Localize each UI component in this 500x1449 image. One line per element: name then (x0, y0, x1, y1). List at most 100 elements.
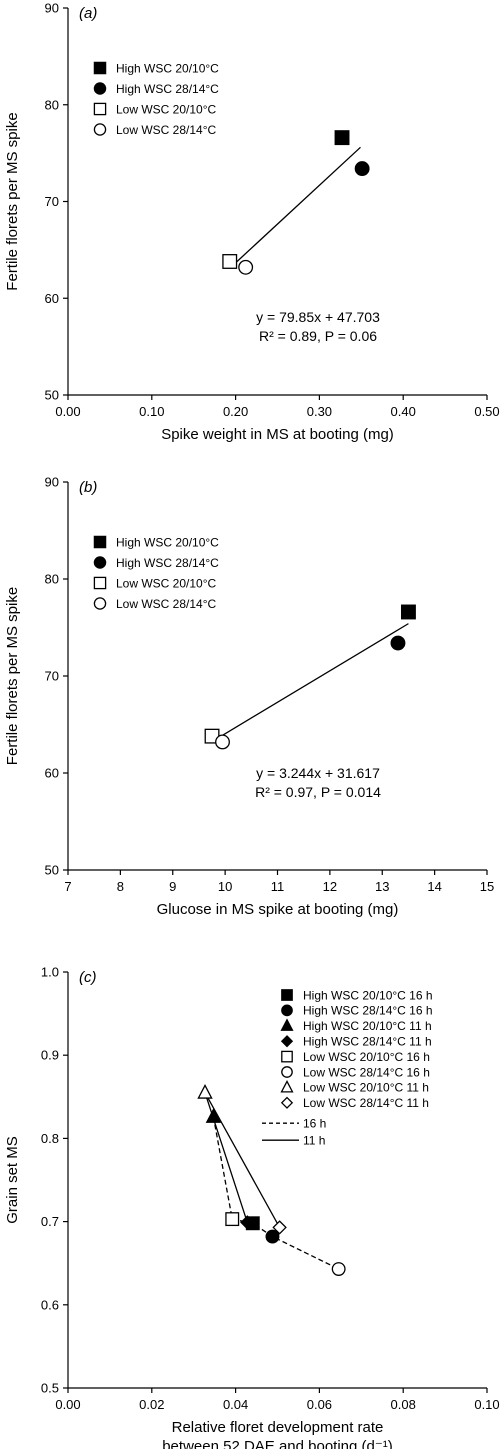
y-tick-label: 90 (45, 1, 59, 16)
chart-panel-c: 0.5 0.6 0.7 0.8 0.9 1.0 0.00 0.02 0.04 0.06 0.08 0.… (4, 965, 500, 1449)
chart-panel-a: 50 60 70 80 90 0.00 0.10 0.20 0.30 0.40 0.50 Fertil… (4, 1, 500, 444)
x-tick-label: 0.06 (307, 1397, 332, 1412)
legend-marker (93, 82, 107, 95)
data-point (400, 604, 416, 620)
series-line-11h (204, 1092, 281, 1228)
panel-label: (b) (79, 479, 97, 496)
x-tick-label: 7 (64, 879, 71, 894)
data-point (197, 1083, 213, 1099)
x-tick-label: 9 (169, 879, 176, 894)
x-tick-label: 0.20 (223, 404, 248, 419)
legend-line-label: 11 h (303, 1134, 325, 1148)
y-tick-label: 50 (45, 863, 59, 878)
data-point (334, 130, 350, 146)
legend-label: High WSC 20/10°C (116, 61, 219, 75)
legend-label: High WSC 28/14°C 11 h (303, 1035, 432, 1049)
x-axis-label: Spike weight in MS at booting (mg) (161, 426, 394, 443)
legend-marker (93, 576, 107, 590)
data-point (354, 161, 370, 177)
y-axis-label: Fertile florets per MS spike (4, 587, 21, 765)
chart-panel-b: 50 60 70 80 90 7 8 9 10 11 12 13 14 15 Fertile florets… (4, 475, 494, 919)
y-axis-label: Grain set MS (4, 1136, 21, 1224)
y-tick-label: 60 (45, 291, 59, 306)
data-point (222, 254, 238, 269)
y-tick-label: 80 (45, 97, 59, 112)
legend-marker (281, 1004, 293, 1017)
data-point (205, 1108, 222, 1123)
y-tick-label: 0.7 (41, 1214, 59, 1229)
x-tick-label: 12 (323, 879, 337, 894)
x-axis-label-line2: between 52 DAE and booting (d⁻¹) (162, 1438, 393, 1449)
legend-label: High WSC 20/10°C 16 h (303, 988, 433, 1002)
x-tick-label: 13 (375, 879, 389, 894)
legend-marker (280, 1096, 294, 1109)
legend-label: Low WSC 28/14°C (116, 597, 217, 611)
legend-marker (280, 1018, 294, 1031)
x-axis-label: Glucose in MS spike at booting (mg) (157, 901, 399, 918)
legend-label: Low WSC 28/14°C (116, 123, 217, 137)
equation-line-1: y = 3.244x + 31.617 (256, 765, 380, 781)
legend-line-label: 16 h (303, 1117, 326, 1131)
legend-label: Low WSC 20/10°C 16 h (303, 1050, 430, 1064)
legend-marker (280, 1080, 294, 1093)
x-tick-label: 0.00 (55, 404, 80, 419)
y-tick-label: 90 (45, 475, 59, 490)
legend-label: Low WSC 28/14°C 16 h (303, 1065, 430, 1079)
data-point (390, 635, 406, 651)
x-tick-label: 0.02 (139, 1397, 164, 1412)
y-tick-label: 80 (45, 572, 59, 587)
legend-label: Low WSC 20/10°C 11 h (303, 1081, 429, 1095)
data-point (331, 1262, 346, 1276)
data-point (265, 1229, 280, 1244)
y-tick-label: 0.6 (41, 1297, 59, 1312)
legend-marker (93, 535, 107, 549)
y-tick-label: 0.9 (41, 1048, 59, 1063)
legend-marker (280, 1035, 294, 1048)
legend-label: Low WSC 28/14°C 11 h (303, 1096, 429, 1110)
x-tick-label: 0.30 (307, 404, 332, 419)
data-point (225, 1212, 240, 1227)
equation-line-2: R² = 0.97, P = 0.014 (255, 784, 381, 800)
panel-label: (c) (79, 969, 97, 986)
x-tick-label: 15 (480, 879, 494, 894)
data-point (240, 1215, 255, 1230)
legend-marker (93, 102, 107, 116)
legend-marker (281, 1066, 293, 1078)
legend-marker (93, 597, 107, 610)
x-tick-label: 8 (117, 879, 124, 894)
x-tick-label: 10 (218, 879, 232, 894)
x-tick-label: 0.40 (391, 404, 416, 419)
legend: High WSC 20/10°C High WSC 28/14°C Low WSC … (93, 535, 219, 611)
legend-marker (281, 1050, 293, 1063)
panel-label: (a) (79, 5, 97, 22)
x-tick-label: 0.50 (474, 404, 499, 419)
equation-line-1: y = 79.85x + 47.703 (256, 309, 380, 325)
legend-label: High WSC 20/10°C 11 h (303, 1019, 432, 1033)
x-tick-label: 0.10 (474, 1397, 499, 1412)
legend-marker (93, 61, 107, 75)
x-tick-label: 0.00 (55, 1397, 80, 1412)
legend: High WSC 20/10°C High WSC 28/14°C Low WSC … (93, 61, 219, 137)
equation-line-2: R² = 0.89, P = 0.06 (259, 328, 377, 344)
x-tick-label: 14 (427, 879, 441, 894)
y-tick-label: 0.5 (41, 1381, 59, 1396)
legend-label: High WSC 20/10°C (116, 535, 219, 549)
data-point (215, 734, 230, 750)
legend-label: High WSC 28/14°C (116, 556, 219, 570)
legend-label: High WSC 28/14°C (116, 82, 219, 96)
data-point (272, 1220, 287, 1235)
legend: High WSC 20/10°C 16 h High WSC 28/14°C 16… (262, 988, 433, 1148)
y-tick-label: 70 (45, 194, 59, 209)
data-point (238, 259, 254, 275)
legend-label: High WSC 28/14°C 16 h (303, 1004, 433, 1018)
y-tick-label: 0.8 (41, 1131, 59, 1146)
x-tick-label: 0.08 (391, 1397, 416, 1412)
regression-line (214, 623, 409, 741)
legend-label: Low WSC 20/10°C (116, 576, 217, 590)
y-tick-label: 1.0 (41, 965, 59, 980)
y-tick-label: 70 (45, 669, 59, 684)
x-tick-label: 11 (271, 879, 285, 894)
regression-line (233, 146, 361, 265)
legend-marker (281, 989, 293, 1001)
